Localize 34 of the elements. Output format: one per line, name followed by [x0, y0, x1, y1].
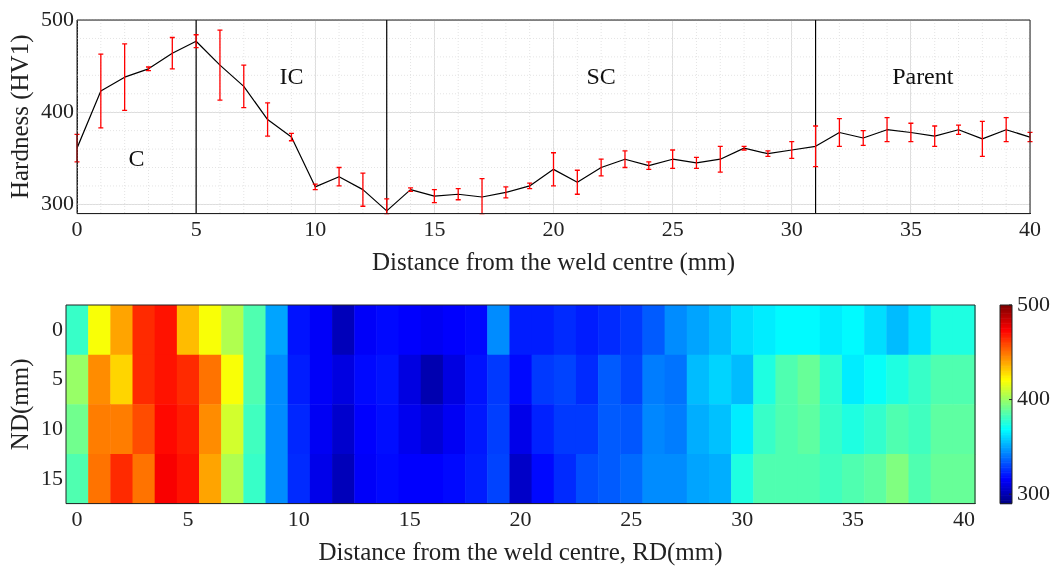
x-tick-label: 30	[780, 215, 803, 241]
annotation: Parent	[892, 63, 954, 90]
color-bar-label: 300	[1017, 479, 1050, 505]
x-tick-label: 40	[952, 505, 975, 531]
x-tick-label: 25	[661, 215, 684, 241]
x-tick-label: 20	[509, 505, 532, 531]
y-tick-label: 5	[52, 365, 63, 391]
annotation: SC	[586, 63, 616, 90]
x-tick-label: 20	[542, 215, 565, 241]
y-tick-label: 500	[41, 5, 74, 31]
x-tick-label: 40	[1019, 215, 1041, 241]
color-bar-label: 500	[1017, 290, 1050, 316]
y-tick-label: 400	[41, 97, 74, 123]
x-tick-label: 25	[620, 505, 643, 531]
annotation: C	[128, 144, 145, 171]
y-tick-label: 0	[52, 315, 63, 341]
x-tick-label: 10	[304, 215, 327, 241]
y-tick-label: 300	[41, 190, 74, 216]
x-tick-label: 30	[731, 505, 754, 531]
color-bar-label: 400	[1017, 385, 1050, 411]
y-tick-label: 15	[41, 464, 63, 490]
x-axis-title: Distance from the weld centre, RD(mm)	[318, 537, 723, 566]
y-axis-title: ND(mm)	[5, 358, 34, 451]
x-tick-label: 15	[423, 215, 446, 241]
x-tick-label: 35	[899, 215, 922, 241]
x-tick-label: 5	[190, 215, 202, 241]
y-axis-title: Hardness (HV1)	[5, 34, 34, 200]
x-tick-label: 35	[842, 505, 865, 531]
y-tick-label: 10	[41, 414, 63, 440]
x-tick-label: 15	[398, 505, 421, 531]
x-axis-title: Distance from the weld centre (mm)	[371, 247, 736, 276]
annotation: IC	[279, 63, 304, 90]
x-tick-label: 10	[287, 505, 310, 531]
x-tick-label: 5	[182, 505, 194, 531]
